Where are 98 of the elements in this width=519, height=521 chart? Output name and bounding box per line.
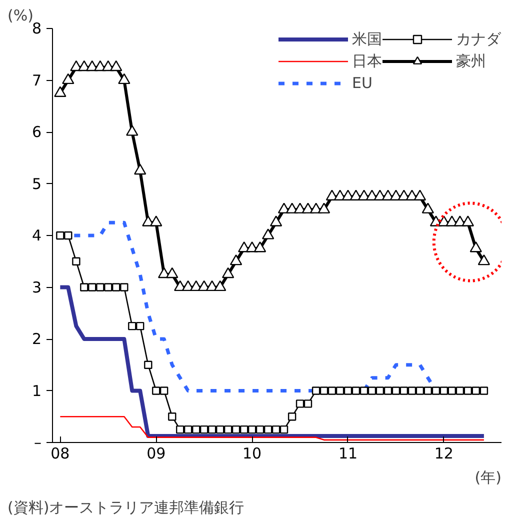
point — [176, 425, 184, 434]
point — [240, 425, 248, 434]
point — [470, 241, 482, 252]
point — [392, 386, 400, 395]
point — [112, 283, 120, 292]
line-series — [60, 416, 485, 441]
point — [248, 425, 256, 434]
point — [150, 216, 162, 226]
y-tick-label: 6 — [32, 123, 42, 141]
point — [96, 283, 104, 292]
point — [126, 125, 138, 136]
x-tick-label: 12 — [434, 444, 454, 462]
point — [472, 386, 480, 395]
point — [448, 386, 456, 395]
point — [288, 412, 296, 421]
point — [184, 425, 192, 434]
point — [230, 254, 242, 266]
point — [64, 231, 72, 240]
point — [88, 283, 96, 292]
x-tick-label: 10 — [242, 444, 262, 462]
point — [224, 425, 232, 434]
point — [152, 386, 160, 395]
point — [136, 322, 144, 330]
legend-label: EU — [352, 73, 372, 94]
line-series — [58, 285, 486, 438]
legend-label: 豪州 — [456, 50, 486, 72]
y-tick-label: 2 — [32, 330, 42, 348]
legend-label: 日本 — [352, 50, 382, 72]
point — [422, 202, 434, 214]
point — [336, 386, 344, 395]
point — [456, 386, 464, 395]
point — [134, 164, 146, 175]
point — [264, 425, 272, 434]
point — [254, 241, 266, 252]
point — [256, 425, 264, 434]
text: (資料)オーストラリア連邦準備銀行 — [8, 498, 244, 516]
point — [478, 254, 490, 266]
y-tick-label: 1 — [32, 382, 42, 400]
point — [312, 386, 320, 395]
point — [232, 425, 240, 434]
legend-label: カナダ — [456, 28, 501, 50]
x-tick-label: 08 — [50, 444, 70, 462]
point — [56, 231, 64, 240]
point — [262, 228, 274, 240]
point — [200, 425, 208, 434]
y-tick-label: 7 — [32, 71, 42, 90]
point — [120, 283, 128, 292]
x-tick-label: 09 — [146, 444, 166, 462]
point — [118, 73, 130, 84]
point — [462, 216, 474, 226]
point — [464, 386, 472, 395]
point — [208, 425, 216, 434]
point — [368, 386, 376, 395]
x-axis-title: (年) — [474, 468, 502, 486]
point — [384, 386, 392, 395]
point — [272, 425, 280, 434]
point — [110, 60, 122, 72]
point — [424, 386, 432, 395]
y-tick-label: 3 — [32, 278, 42, 296]
point — [280, 425, 288, 434]
point — [408, 386, 416, 395]
y-tick-label: 5 — [32, 174, 42, 193]
point — [400, 386, 408, 395]
y-tick-label: 8 — [32, 20, 42, 38]
point — [222, 267, 234, 278]
point — [352, 386, 360, 395]
y-axis-title: (%) — [8, 6, 34, 24]
point — [328, 386, 336, 395]
point — [432, 386, 440, 395]
point — [318, 202, 330, 214]
point — [192, 425, 200, 434]
point — [414, 190, 426, 200]
point — [320, 386, 328, 395]
point — [360, 386, 368, 395]
point — [166, 267, 178, 278]
point — [480, 386, 488, 395]
point — [144, 360, 152, 369]
y-tick-label: – — [34, 434, 42, 452]
point — [54, 86, 66, 97]
y-tick-label: 4 — [32, 226, 42, 244]
point — [304, 400, 312, 408]
x-tick-label: 11 — [338, 444, 358, 462]
point — [376, 386, 384, 395]
point — [62, 73, 74, 84]
point — [296, 400, 304, 408]
point — [344, 386, 352, 395]
point — [440, 386, 448, 395]
legend-label: 米国 — [352, 28, 382, 50]
point — [104, 283, 112, 292]
point — [416, 386, 424, 395]
point — [216, 425, 224, 434]
point — [160, 386, 168, 395]
point — [80, 283, 88, 292]
point — [270, 216, 282, 226]
point — [72, 257, 80, 266]
point — [214, 280, 226, 292]
point — [168, 412, 176, 421]
point — [128, 322, 136, 330]
